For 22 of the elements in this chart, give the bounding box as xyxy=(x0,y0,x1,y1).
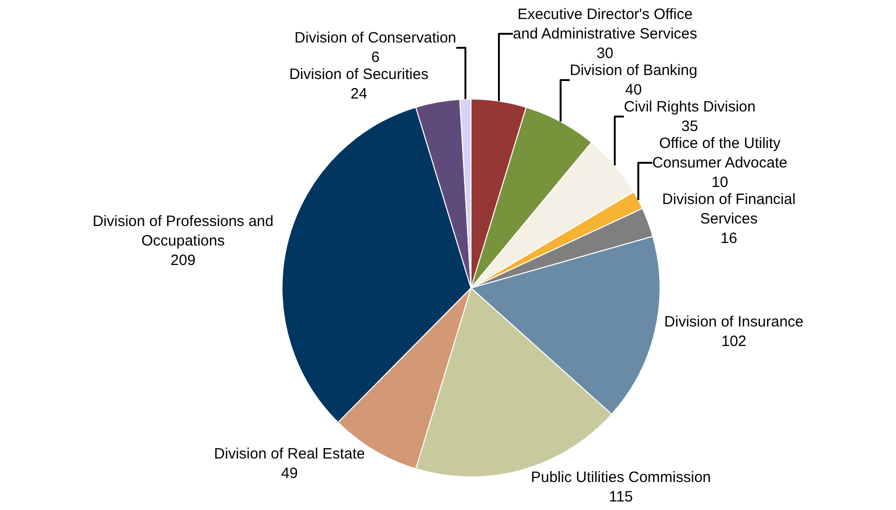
slice-label: Division of Professions and Occupations xyxy=(92,213,274,250)
slice-label: Division of Conservation xyxy=(294,30,456,47)
slice-label: Civil Rights Division xyxy=(624,98,756,116)
data-label: 49 xyxy=(281,464,298,482)
data-label: 115 xyxy=(608,488,633,506)
slice-label: Division of Securities xyxy=(289,66,428,84)
data-label: 35 xyxy=(681,118,698,135)
slice-label: Public Utilities Commission xyxy=(530,468,711,486)
data-label: 24 xyxy=(350,86,368,103)
data-label: 102 xyxy=(721,332,746,350)
data-label: 40 xyxy=(625,81,642,98)
data-label: 16 xyxy=(720,230,738,247)
data-label: 10 xyxy=(711,174,728,191)
slice-label: Office of the Utility Consumer Advocate xyxy=(652,134,788,172)
data-label: 30 xyxy=(596,44,614,62)
data-label: 209 xyxy=(170,252,196,270)
slice-label: Division of Insurance xyxy=(664,313,804,330)
data-label: 6 xyxy=(371,49,380,66)
slice-label: Division of Real Estate xyxy=(214,445,365,462)
slice-label: Division of Financial Services xyxy=(662,190,796,228)
slice-label: Division of Banking xyxy=(570,62,698,79)
slice-label: Executive Director's Office and Administrative Services xyxy=(512,6,698,42)
